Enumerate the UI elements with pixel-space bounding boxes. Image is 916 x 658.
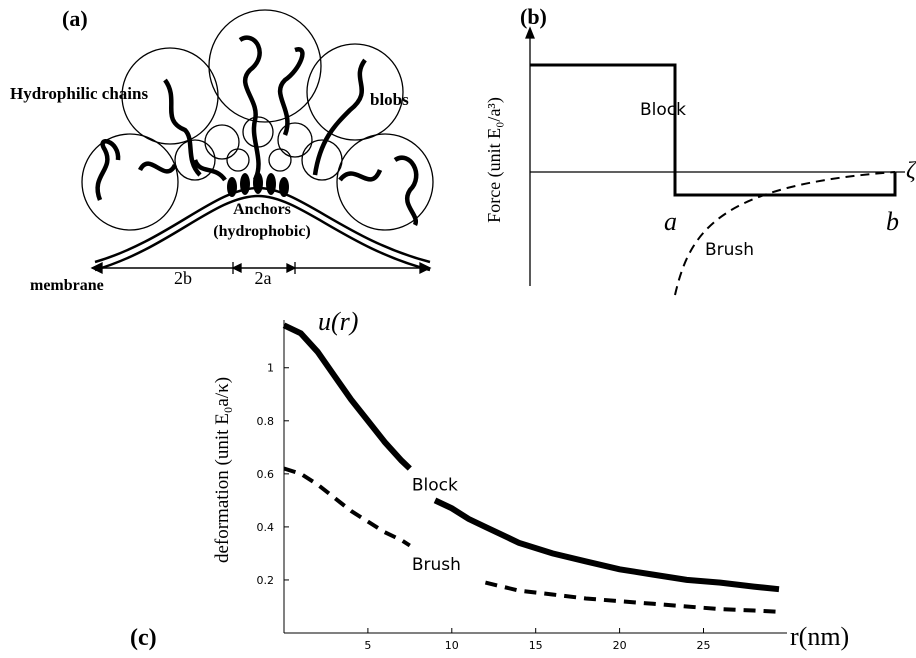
label: Anchors <box>233 201 291 218</box>
label: Hydrophilic chains <box>10 84 148 103</box>
marker: b <box>886 207 899 236</box>
series-line <box>283 466 780 614</box>
label: membrane <box>30 277 104 294</box>
panel-b <box>525 26 905 296</box>
series-label: Brush <box>705 240 754 260</box>
y-tick-label: 0.6 <box>257 468 275 481</box>
y-tick-label: 1 <box>267 362 274 375</box>
marker: a <box>664 207 677 236</box>
panel-label: (c) <box>130 625 157 651</box>
series-line <box>282 322 780 593</box>
x-tick-label: 20 <box>613 639 627 652</box>
y-axis-title: deformation (unit E₀a/κ) <box>212 377 233 563</box>
series-label: Block <box>640 100 686 120</box>
panel-a <box>81 9 434 275</box>
x-axis-title: r(nm) <box>790 622 849 651</box>
y-tick-label: 0.8 <box>257 415 275 428</box>
annotation: u(r) <box>318 307 358 336</box>
y-axis-title: Force (unit E₀/a³) <box>484 97 505 223</box>
x-tick-label: 10 <box>445 639 459 652</box>
x-tick-label: 5 <box>364 639 371 652</box>
label: (hydrophobic) <box>213 223 311 240</box>
x-tick-label: 25 <box>696 639 710 652</box>
y-tick-label: 0.2 <box>257 574 275 587</box>
label: 2a <box>255 268 272 288</box>
panel-label: (b) <box>520 4 547 29</box>
panel-label: (a) <box>62 6 88 31</box>
label: 2b <box>174 268 192 288</box>
y-tick-label: 0.4 <box>257 521 275 534</box>
series-label: Brush <box>412 555 461 575</box>
x-axis-symbol: ζ <box>906 158 916 184</box>
label: blobs <box>370 90 409 109</box>
series-label: Block <box>412 475 458 495</box>
x-tick-label: 15 <box>529 639 543 652</box>
